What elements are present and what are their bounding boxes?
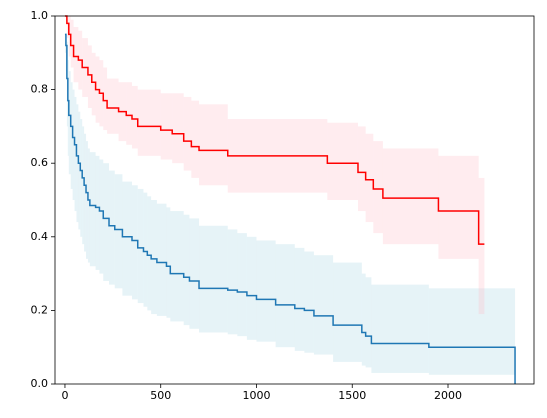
confidence-band (361, 273, 366, 366)
confidence-band (172, 93, 184, 164)
confidence-band (147, 196, 152, 311)
confidence-band (89, 152, 96, 267)
confidence-band (199, 225, 228, 333)
confidence-band (122, 181, 132, 296)
confidence-band (357, 126, 366, 212)
confidence-band (373, 141, 383, 234)
confidence-band (87, 148, 90, 263)
confidence-band (103, 163, 110, 281)
x-tick-label: 500 (150, 389, 171, 402)
confidence-band (84, 133, 87, 252)
confidence-band (66, 16, 69, 39)
confidence-band (137, 89, 161, 156)
confidence-band (126, 82, 132, 145)
x-tick-label: 0 (61, 389, 68, 402)
y-tick-label: 0.8 (31, 83, 49, 96)
confidence-band (73, 27, 79, 83)
confidence-band (478, 177, 485, 315)
confidence-band (107, 78, 119, 134)
confidence-band (183, 214, 190, 326)
confidence-band (86, 141, 88, 259)
confidence-band (256, 240, 276, 342)
confidence-band (131, 85, 138, 149)
confidence-band (99, 159, 104, 274)
confidence-band (109, 170, 115, 285)
confidence-band (371, 284, 429, 373)
x-tick-label: 2000 (434, 389, 462, 402)
confidence-band (199, 104, 228, 186)
confidence-band (237, 233, 247, 337)
confidence-band (313, 255, 334, 355)
confidence-band (428, 288, 516, 375)
y-tick-label: 0.2 (31, 303, 49, 316)
x-tick-label: 1000 (242, 389, 270, 402)
y-tick-label: 0.6 (31, 156, 49, 169)
confidence-band (131, 185, 138, 300)
confidence-band (137, 188, 144, 304)
confidence-band (114, 174, 123, 289)
confidence-band (70, 19, 74, 68)
confidence-band (227, 229, 238, 335)
confidence-band (91, 52, 96, 116)
confidence-band (183, 96, 192, 171)
confidence-band (80, 119, 83, 237)
confidence-band (82, 126, 85, 245)
confidence-band (103, 67, 108, 131)
confidence-band (68, 16, 71, 57)
confidence-band (95, 155, 100, 270)
confidence-band (151, 200, 157, 315)
confidence-band (72, 89, 75, 200)
band (64, 34, 516, 375)
confidence-band (382, 148, 439, 245)
survival-line (64, 15, 485, 245)
confidence-band (304, 251, 314, 353)
survival-line (64, 33, 516, 384)
confidence-band (189, 218, 200, 329)
confidence-band (166, 207, 171, 318)
confidence-band (365, 133, 374, 223)
confidence-band (275, 244, 295, 348)
confidence-band (87, 45, 92, 108)
confidence-band (246, 236, 257, 340)
confidence-band (170, 211, 184, 322)
x-tick-label: 1500 (338, 389, 366, 402)
confidence-band (78, 111, 81, 230)
y-tick-label: 0.0 (31, 377, 49, 390)
confidence-band (70, 82, 73, 189)
confidence-band (333, 262, 362, 362)
confidence-band (294, 247, 305, 351)
confidence-band (327, 122, 358, 200)
confidence-band (438, 155, 479, 259)
confidence-band (191, 100, 200, 178)
confidence-band (74, 96, 77, 212)
confidence-band (76, 104, 79, 223)
plot-frame (54, 15, 535, 385)
y-tick-label: 0.4 (31, 230, 49, 243)
confidence-band (68, 71, 71, 175)
confidence-band (160, 93, 173, 160)
confidence-band (156, 203, 167, 316)
confidence-band (143, 192, 148, 307)
y-tick-label: 1.0 (31, 9, 49, 22)
confidence-band (365, 277, 372, 368)
